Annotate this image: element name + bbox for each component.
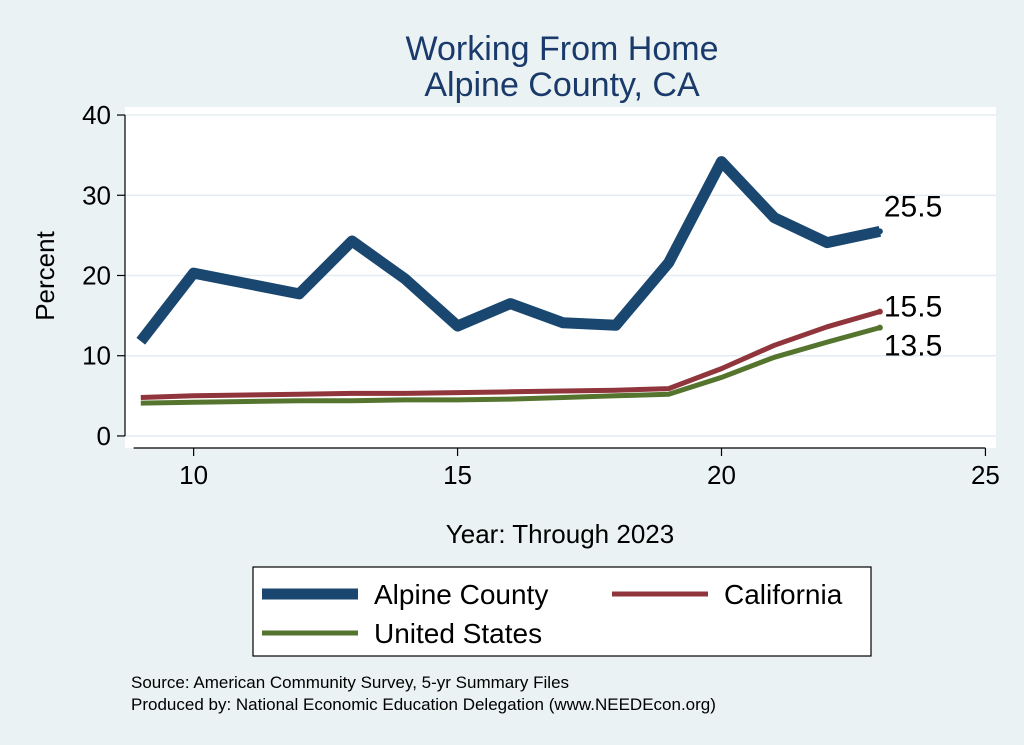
legend-entry-alpine: Alpine County [262, 579, 548, 610]
end-label-united-states: 13.5 [884, 330, 942, 363]
end-label-alpine: 25.5 [884, 190, 942, 223]
y-tick-label-0: 0 [97, 421, 111, 451]
x-tick-label-20: 20 [707, 460, 736, 490]
end-marker-alpine [876, 228, 883, 235]
series-line-united-states [140, 325, 881, 406]
produced-by-note: Produced by: National Economic Education… [131, 695, 716, 714]
legend-box [252, 566, 872, 657]
legend-label-california: California [724, 579, 843, 610]
axes: 0 10 20 30 40 10 15 20 25 [82, 100, 1000, 490]
x-tick-label-15: 15 [443, 460, 472, 490]
legend-label-united-states: United States [374, 618, 542, 649]
y-axis-title: Percent [30, 230, 60, 320]
series-line-alpine [136, 156, 882, 345]
legend-label-alpine: Alpine County [374, 579, 548, 610]
end-marker-united-states [876, 324, 883, 331]
y-tick-label-10: 10 [82, 341, 111, 371]
end-label-california: 15.5 [884, 291, 942, 324]
grid-lines [125, 114, 996, 437]
x-tick-label-25: 25 [971, 460, 1000, 490]
chart-title-line-1: Working From Home [406, 30, 719, 68]
legend-entry-united-states: United States [262, 618, 542, 649]
series-line-california [140, 309, 881, 400]
y-tick-label-20: 20 [82, 260, 111, 290]
source-note: Source: American Community Survey, 5-yr … [131, 673, 569, 692]
x-axis-title: Year: Through 2023 [446, 519, 674, 549]
y-tick-label-30: 30 [82, 180, 111, 210]
chart-title-line-2: Alpine County, CA [424, 66, 700, 104]
y-tick-label-40: 40 [82, 100, 111, 130]
end-marker-california [876, 308, 883, 315]
legend-entry-california: California [612, 579, 843, 610]
series-lines [136, 156, 883, 406]
x-tick-label-10: 10 [179, 460, 208, 490]
end-labels: 25.5 15.5 13.5 [884, 190, 942, 362]
